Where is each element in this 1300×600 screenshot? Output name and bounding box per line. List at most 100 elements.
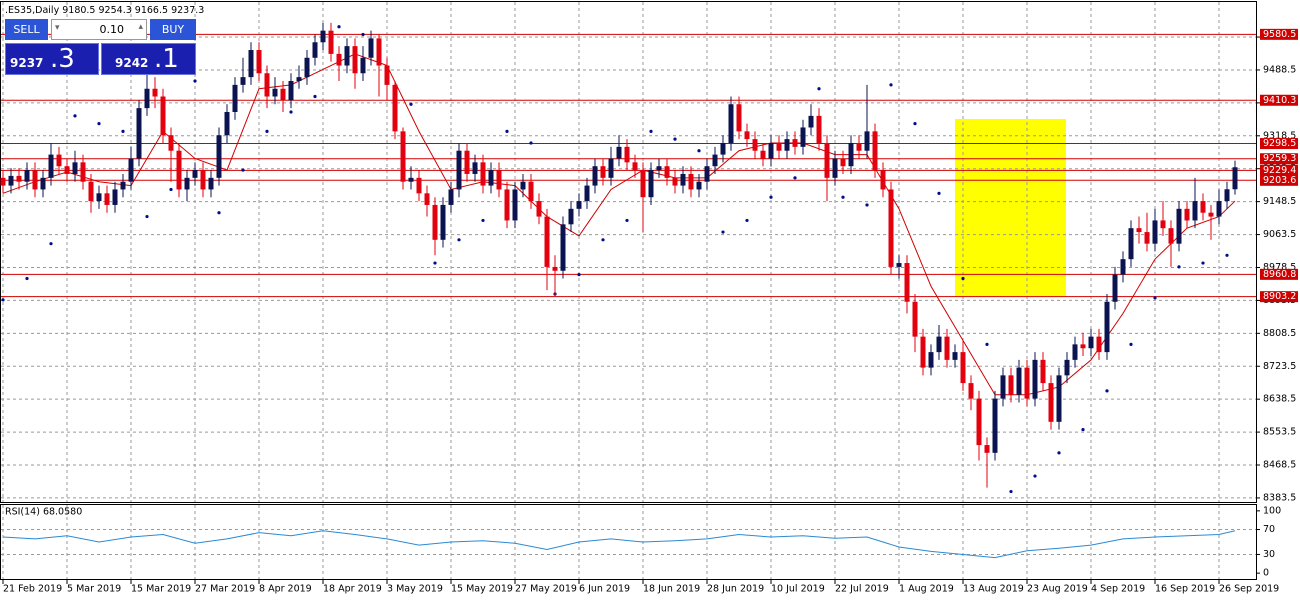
candle-body (968, 383, 974, 399)
candle-body (208, 177, 214, 190)
candle-body (1152, 220, 1158, 244)
sar-dot (361, 32, 365, 37)
candle-body (1160, 220, 1166, 229)
ask-main: 9242 (115, 56, 149, 70)
candle-body (824, 142, 830, 178)
sar-dot (889, 83, 893, 87)
candle-body (1080, 344, 1086, 349)
candle-body (360, 57, 366, 74)
candle-body (1024, 367, 1030, 399)
candle-body (272, 88, 278, 97)
candle-body (856, 142, 862, 151)
candle-body (648, 170, 654, 198)
sar-dot (1153, 296, 1157, 300)
sar-dot (337, 25, 341, 29)
candle-body (432, 204, 438, 240)
candle-body (888, 189, 894, 267)
candle-body (168, 135, 174, 151)
candle-body (720, 142, 726, 155)
candle-body (1176, 208, 1182, 244)
candle-body (1104, 301, 1110, 353)
candle-body (1040, 359, 1046, 384)
level-label: 9580.5 (1263, 29, 1296, 40)
ohlc-low: 9166.5 (135, 5, 168, 16)
sar-dot (577, 273, 581, 277)
sar-dot (409, 102, 413, 106)
candle-body (944, 336, 950, 360)
candle-body (288, 81, 294, 101)
candle-body (800, 127, 806, 147)
y-tick-label: 8638.5 (1263, 394, 1296, 405)
candle-body (232, 84, 238, 112)
candle-body (608, 158, 614, 178)
up-arrow[interactable]: ▴ (138, 22, 143, 32)
sell-button[interactable]: SELL (5, 19, 48, 40)
bid-frac: .3 (50, 44, 75, 74)
main-frame (0, 1, 1257, 503)
candle-body (256, 50, 262, 74)
candle-body (568, 208, 574, 225)
sar-dot (1201, 261, 1205, 265)
x-tick-label: 13 Aug 2019 (963, 584, 1024, 595)
candle-body (896, 263, 902, 267)
rsi-title: RSI(14) 68.0580 (5, 507, 82, 518)
sar-dot (25, 276, 29, 281)
x-tick-label: 6 Jun 2019 (579, 584, 630, 595)
candle-body (240, 77, 246, 85)
highlight-rectangle (955, 119, 1066, 297)
level-label-bg (1260, 174, 1298, 186)
candle-body (368, 38, 374, 58)
buy-button[interactable]: BUY (150, 19, 196, 40)
sar-dot (313, 94, 317, 99)
sar-dot (1009, 489, 1013, 494)
sar-dot (73, 114, 77, 118)
candle-body (616, 146, 622, 159)
y-tick-label: 8978.5 (1263, 262, 1296, 273)
candle-body (440, 204, 446, 240)
candle-body (416, 177, 422, 194)
bid-price[interactable]: 9237 .3 (5, 43, 99, 75)
candle-body (624, 146, 630, 163)
candle-body (304, 57, 310, 78)
y-tick-label: 30 (1263, 549, 1275, 560)
candle-body (912, 301, 918, 337)
ask-price[interactable]: 9242 .1 (101, 43, 196, 75)
candle-body (760, 150, 766, 159)
x-tick-label: 28 Jun 2019 (707, 584, 764, 595)
candle-body (536, 201, 542, 217)
candle-body (520, 181, 526, 190)
level-label-bg (1260, 268, 1298, 280)
sar-dot (1081, 427, 1085, 432)
candle-body (336, 53, 342, 66)
candle-body (768, 142, 774, 159)
candle-body (192, 170, 198, 178)
x-tick-label: 10 Jul 2019 (771, 584, 825, 595)
candle-body (40, 177, 46, 190)
candle-body (320, 30, 326, 43)
candle-body (1056, 375, 1062, 422)
candle-body (376, 38, 382, 66)
sar-dot (289, 110, 293, 114)
candle-body (1112, 274, 1118, 302)
candle-body (160, 96, 166, 136)
sar-dot (217, 211, 221, 215)
level-label-bg (1260, 138, 1298, 150)
candle-body (1088, 336, 1094, 349)
level-label: 9410.3 (1263, 95, 1296, 106)
sar-dot (97, 122, 101, 126)
x-tick-label: 4 Sep 2019 (1091, 584, 1145, 595)
sar-dot (793, 176, 797, 180)
y-tick-label: 8383.5 (1263, 492, 1296, 503)
y-tick-label: 9148.5 (1263, 196, 1296, 207)
sar-dot (865, 203, 869, 207)
x-tick-label: 15 May 2019 (451, 584, 513, 595)
down-arrow[interactable]: ▾ (55, 23, 60, 33)
x-tick-label: 15 Mar 2019 (131, 584, 191, 595)
level-label-bg (1260, 164, 1298, 176)
candle-body (248, 50, 254, 78)
lot-input[interactable]: ▾ 0.10 ▴ (51, 19, 147, 40)
candle-body (992, 398, 998, 453)
sar-dot (961, 276, 965, 281)
